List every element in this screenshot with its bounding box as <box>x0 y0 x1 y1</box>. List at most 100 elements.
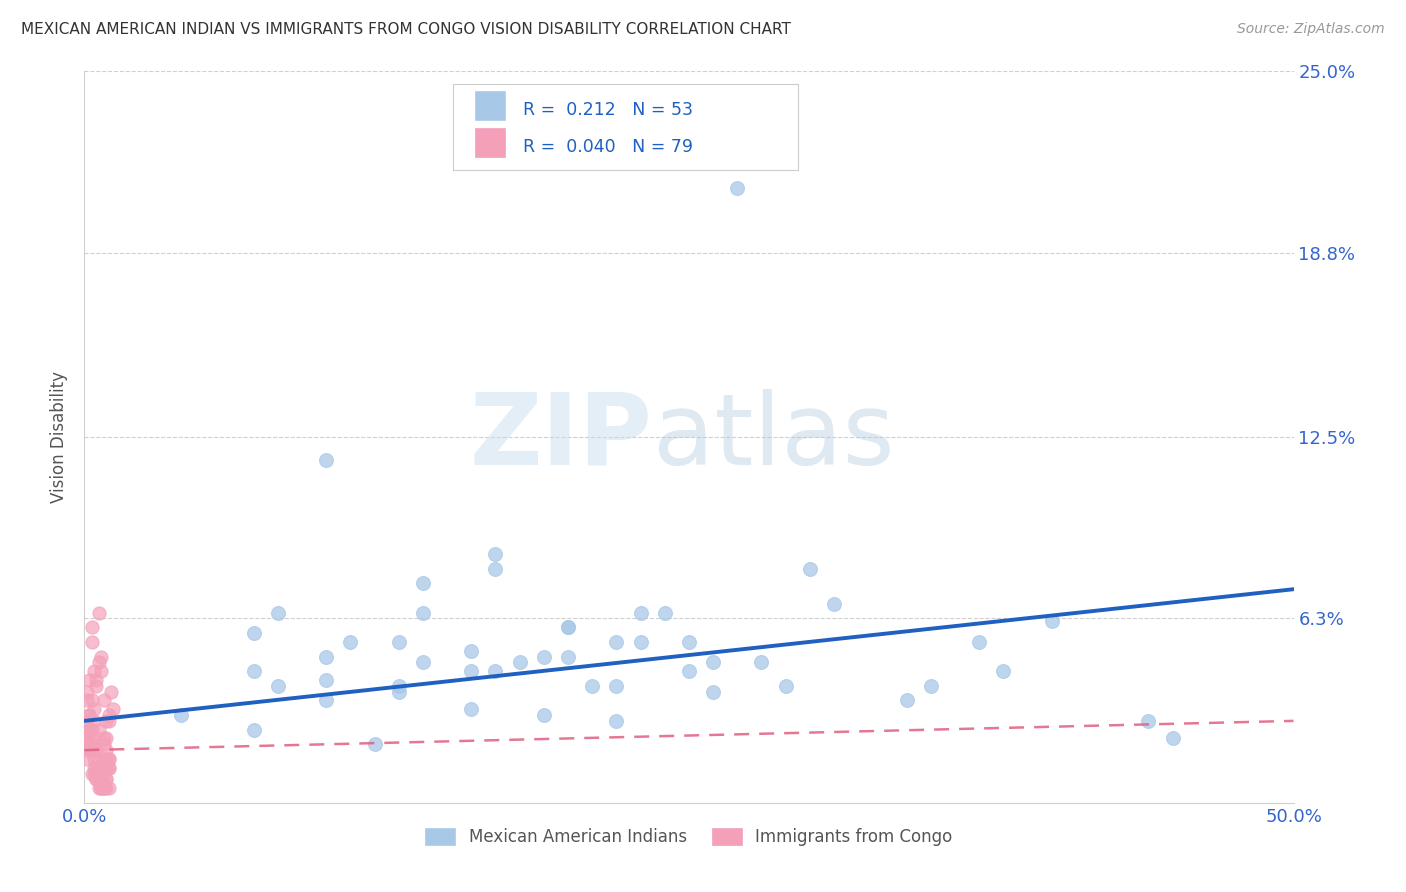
Point <box>93 781 115 796</box>
Point <box>967 635 990 649</box>
Point <box>83 664 105 678</box>
Point <box>581 679 603 693</box>
Point <box>315 673 337 687</box>
Point <box>80 743 103 757</box>
Point <box>363 737 385 751</box>
Point <box>605 635 627 649</box>
Point <box>93 693 115 707</box>
Point <box>799 562 821 576</box>
Point <box>93 761 115 775</box>
Point <box>80 731 103 746</box>
Point <box>76 743 98 757</box>
Point <box>83 714 105 728</box>
Point <box>87 772 110 787</box>
Point <box>315 453 337 467</box>
Point <box>93 731 115 746</box>
Legend: Mexican American Indians, Immigrants from Congo: Mexican American Indians, Immigrants fro… <box>419 822 959 853</box>
Point <box>412 606 434 620</box>
Point <box>630 606 652 620</box>
Point <box>76 693 98 707</box>
Point <box>80 620 103 634</box>
Point <box>76 714 98 728</box>
Point <box>90 781 112 796</box>
Point <box>83 737 105 751</box>
Point <box>702 656 724 670</box>
Point <box>267 606 290 620</box>
Point <box>100 684 122 698</box>
Point <box>90 766 112 780</box>
Point <box>484 664 506 678</box>
Point <box>87 772 110 787</box>
Point <box>87 606 110 620</box>
Point <box>77 708 100 723</box>
Point <box>76 684 98 698</box>
Point <box>80 693 103 707</box>
Point <box>76 731 98 746</box>
Point <box>484 562 506 576</box>
Point <box>920 679 942 693</box>
Text: atlas: atlas <box>652 389 894 485</box>
Point <box>77 673 100 687</box>
Point <box>87 723 110 737</box>
Point <box>533 708 555 723</box>
Point <box>87 781 110 796</box>
Point <box>83 761 105 775</box>
Point <box>388 684 411 698</box>
Point <box>630 635 652 649</box>
Point <box>896 693 918 707</box>
FancyBboxPatch shape <box>475 91 505 120</box>
Point <box>86 743 108 757</box>
Point <box>80 737 103 751</box>
Point <box>93 737 115 751</box>
Point <box>103 702 125 716</box>
Text: R =  0.040   N = 79: R = 0.040 N = 79 <box>523 137 693 156</box>
Point <box>339 635 361 649</box>
Point <box>86 766 108 780</box>
Text: ZIP: ZIP <box>470 389 652 485</box>
Point <box>90 781 112 796</box>
Point <box>90 664 112 678</box>
Point <box>97 752 120 766</box>
Point <box>83 752 105 766</box>
Point <box>80 723 103 737</box>
Text: R =  0.212   N = 53: R = 0.212 N = 53 <box>523 101 693 120</box>
Point <box>94 752 117 766</box>
Point <box>90 649 112 664</box>
Point <box>557 620 579 634</box>
Y-axis label: Vision Disability: Vision Disability <box>51 371 69 503</box>
Point <box>94 772 117 787</box>
Point <box>533 649 555 664</box>
Point <box>86 772 108 787</box>
Point <box>242 723 264 737</box>
Point <box>86 772 108 787</box>
Point <box>557 649 579 664</box>
Point <box>1040 615 1063 629</box>
FancyBboxPatch shape <box>475 128 505 157</box>
Point <box>77 743 100 757</box>
Point <box>93 781 115 796</box>
Point <box>388 635 411 649</box>
Point <box>77 723 100 737</box>
Point <box>315 649 337 664</box>
Point <box>94 781 117 796</box>
Point <box>93 752 115 766</box>
Point <box>557 620 579 634</box>
Point <box>87 752 110 766</box>
Point <box>775 679 797 693</box>
Point <box>77 708 100 723</box>
Point <box>702 684 724 698</box>
FancyBboxPatch shape <box>453 84 797 170</box>
Point <box>654 606 676 620</box>
Point <box>605 714 627 728</box>
Point <box>1161 731 1184 746</box>
Point <box>509 656 531 670</box>
Point <box>94 743 117 757</box>
Point <box>77 723 100 737</box>
Text: MEXICAN AMERICAN INDIAN VS IMMIGRANTS FROM CONGO VISION DISABILITY CORRELATION C: MEXICAN AMERICAN INDIAN VS IMMIGRANTS FR… <box>21 22 792 37</box>
Point <box>93 761 115 775</box>
Point <box>86 761 108 775</box>
Point <box>170 708 193 723</box>
Point <box>76 737 98 751</box>
Point <box>97 761 120 775</box>
Point <box>412 576 434 591</box>
